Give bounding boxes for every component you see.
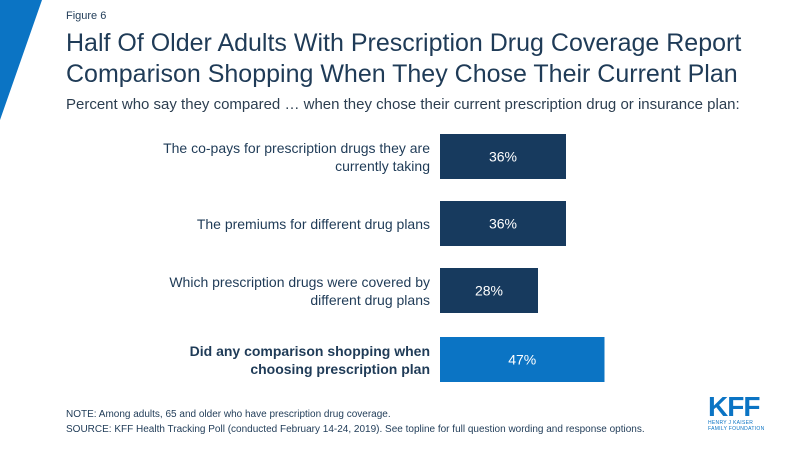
bar-value-label-3: 47%: [508, 352, 536, 368]
bar-1: [440, 201, 566, 246]
kff-logo: KFF HENRY J KAISER FAMILY FOUNDATION: [708, 391, 788, 433]
corner-accent-triangle: [0, 0, 42, 120]
category-label-any-shopping: Did any comparison shopping when choosin…: [189, 342, 430, 377]
bar-3: [440, 337, 605, 382]
chart-title: Half Of Older Adults With Prescription D…: [66, 29, 742, 88]
note-text: NOTE: Among adults, 65 and older who hav…: [66, 409, 391, 420]
category-label-premiums: The premiums for different drug plans: [196, 215, 430, 232]
category-label-copays: The co-pays for prescription drugs they …: [163, 139, 430, 174]
bar-value-label-1: 36%: [489, 216, 517, 232]
bar-value-label-0: 36%: [489, 149, 517, 165]
bar-0: [440, 134, 566, 179]
logo-line-1: HENRY J KAISER: [708, 420, 754, 426]
figure-label: Figure 6: [66, 10, 107, 22]
bar-value-label-2: 28%: [475, 283, 503, 299]
source-text: SOURCE: KFF Health Tracking Poll (conduc…: [66, 424, 645, 435]
logo-line-2: FAMILY FOUNDATION: [708, 426, 765, 432]
logo-mark: KFF: [708, 391, 760, 422]
bar-2: [440, 268, 538, 313]
chart-subtitle: Percent who say they compared … when the…: [66, 96, 740, 113]
category-label-covered-drugs: Which prescription drugs were covered by…: [169, 273, 430, 308]
